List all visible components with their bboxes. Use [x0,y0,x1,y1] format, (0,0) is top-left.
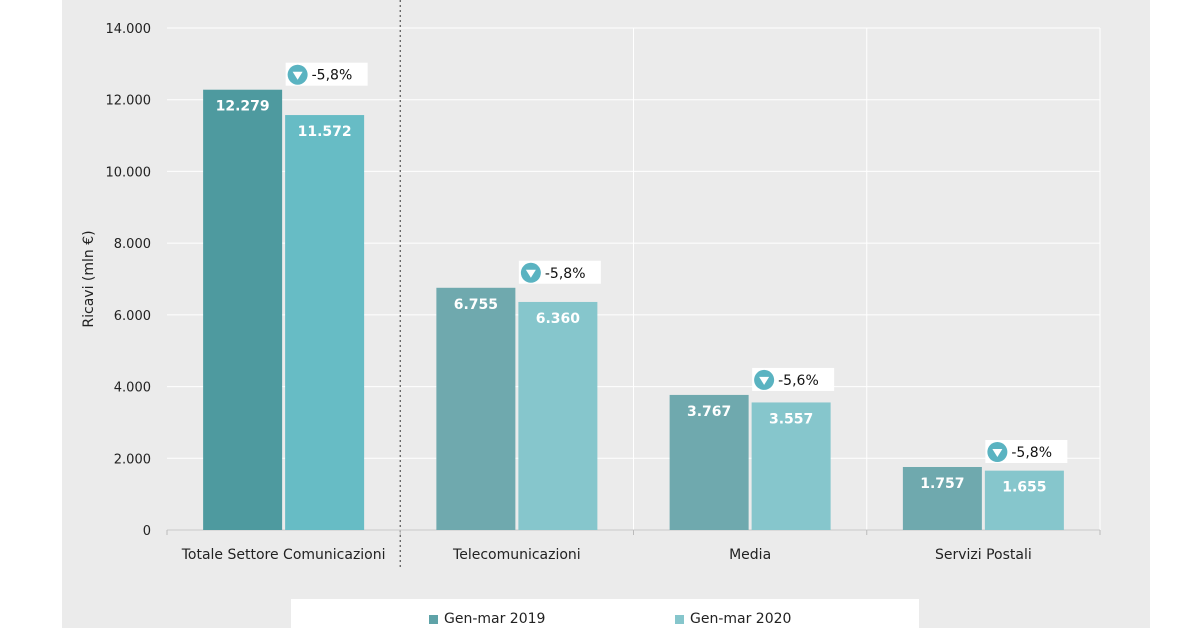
y-tick-label: 12.000 [106,94,152,109]
bar-value-label-2020: 6.360 [536,311,581,327]
legend-item-2019: Gen-mar 2019 [429,611,545,627]
y-tick-label: 10.000 [106,165,152,180]
change-label: -5,8% [1011,445,1052,461]
bar-2019 [902,466,982,530]
x-category-label: Totale Settore Comunicazioni [181,547,386,563]
legend-label-2019: Gen-mar 2019 [444,611,546,627]
change-label: -5,6% [778,373,819,389]
x-category-label: Telecomunicazioni [452,547,581,563]
x-category-label: Media [729,547,771,563]
y-tick-label: 0 [143,524,151,539]
y-tick-label: 8.000 [114,237,151,252]
legend-swatch-2019 [429,614,438,624]
bar-value-label-2020: 11.572 [298,124,352,140]
y-axis-title: Ricavi (mln €) [81,230,97,327]
legend-swatch-2020 [675,614,684,624]
legend-label-2020: Gen-mar 2020 [690,611,792,627]
change-label: -5,8% [545,266,586,282]
bar-2020 [518,301,598,530]
bar-value-label-2020: 3.557 [769,411,813,427]
bar-2019 [203,89,283,530]
y-tick-label: 14.000 [106,22,152,37]
legend: Gen-mar 2019 Gen-mar 2020 [291,599,919,628]
y-tick-label: 6.000 [114,309,151,324]
y-tick-label: 2.000 [114,452,151,467]
bar-2019 [436,287,516,530]
y-tick-label: 4.000 [114,381,151,396]
bar-2020 [285,115,365,530]
change-label: -5,8% [312,68,353,84]
down-arrow-glyph [525,269,536,278]
bar-2019 [669,394,749,530]
bar-value-label-2019: 1.757 [920,476,964,492]
down-arrow-glyph [992,448,1003,457]
bar-2020 [751,402,831,530]
bar-value-label-2019: 3.767 [687,404,731,420]
bar-value-label-2019: 12.279 [216,99,270,115]
bar-value-label-2019: 6.755 [454,297,498,313]
bar-2020 [984,470,1064,530]
down-arrow-glyph [292,71,303,80]
bar-value-label-2020: 1.655 [1002,480,1046,496]
x-category-label: Servizi Postali [935,547,1032,563]
legend-item-2020: Gen-mar 2020 [675,611,791,627]
down-arrow-glyph [759,376,770,385]
